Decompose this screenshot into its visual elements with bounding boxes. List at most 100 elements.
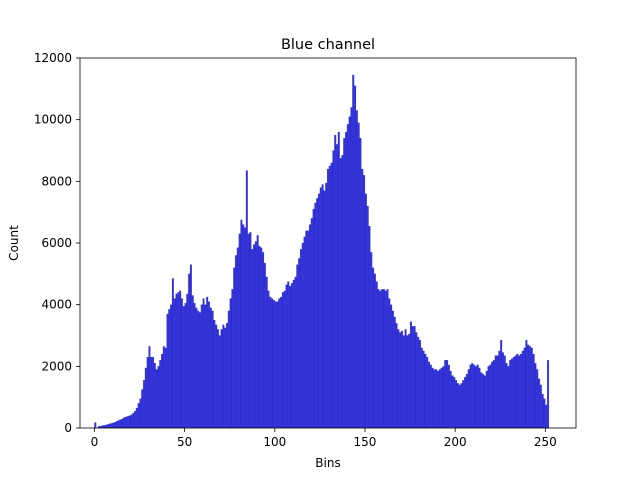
histogram-bar: [274, 301, 277, 429]
y-tick-label: 6000: [41, 236, 72, 250]
histogram-bar: [180, 298, 183, 429]
histogram-bar: [204, 304, 207, 429]
histogram-bar: [316, 198, 319, 429]
histogram-bar: [307, 230, 310, 429]
histogram-bar: [105, 424, 108, 429]
histogram-bar: [146, 356, 149, 429]
histogram-bar: [545, 404, 548, 429]
histogram-bar: [433, 369, 436, 429]
histogram-bar: [243, 227, 247, 429]
histogram-bar: [373, 273, 376, 429]
histogram-bar: [290, 282, 293, 429]
histogram-bar: [409, 321, 413, 429]
histogram-bar: [451, 375, 454, 429]
histogram-bar: [453, 376, 456, 429]
x-axis-ticks: 0 50 100 150 200 250: [91, 428, 557, 449]
histogram-bar: [317, 193, 321, 429]
x-tick-label: 50: [177, 435, 192, 449]
histogram-bar: [424, 353, 427, 429]
histogram-bar: [512, 356, 515, 429]
histogram-bar: [449, 370, 452, 429]
histogram-bar: [415, 332, 418, 429]
histogram-bar: [539, 384, 542, 429]
histogram-bar: [334, 134, 337, 429]
histogram-bar: [229, 298, 232, 429]
histogram-bar: [148, 346, 151, 429]
histogram-bar: [381, 289, 384, 429]
histogram-bar: [254, 241, 257, 429]
histogram-bar: [197, 310, 200, 429]
histogram-bar: [465, 373, 468, 429]
histogram-bar: [332, 150, 335, 429]
histogram-bar: [238, 233, 241, 429]
histogram-bar: [516, 353, 519, 429]
histogram-bar: [121, 418, 124, 429]
histogram-bar: [509, 360, 512, 429]
histogram-bar: [280, 296, 283, 429]
histogram-bar: [335, 144, 339, 429]
histogram-bar: [173, 298, 176, 429]
histogram-bar: [447, 364, 450, 429]
histogram-bar: [482, 373, 485, 429]
histogram-bar: [393, 316, 396, 429]
histogram-bar: [352, 74, 355, 429]
histogram-bar: [325, 182, 328, 429]
histogram-bar: [546, 360, 550, 429]
histogram-bar: [436, 370, 440, 429]
histogram-bar: [518, 355, 521, 429]
histogram-bar: [117, 420, 120, 429]
histogram-bar: [418, 339, 422, 429]
x-tick-label: 250: [534, 435, 557, 449]
histogram-bar: [234, 255, 238, 429]
histogram-bar: [404, 329, 407, 429]
histogram-bar: [348, 116, 351, 429]
histogram-bar: [319, 187, 322, 429]
histogram-bar: [536, 369, 539, 429]
x-axis-label: Bins: [315, 456, 340, 470]
histogram-bar: [308, 224, 312, 429]
histogram-bar: [231, 289, 234, 429]
histogram-bar: [487, 366, 490, 429]
histogram-bar: [189, 264, 192, 429]
histogram-bar: [186, 293, 189, 429]
chart-title: Blue channel: [281, 37, 375, 53]
histogram-bar: [215, 324, 218, 429]
histogram-bar: [476, 364, 479, 429]
histogram-bar: [364, 193, 367, 429]
histogram-bar: [155, 369, 158, 429]
histogram-bar: [440, 367, 443, 429]
histogram-bar: [114, 421, 117, 429]
histogram-bar: [359, 138, 362, 429]
histogram-bar: [222, 324, 225, 429]
histogram-bar: [417, 336, 420, 429]
histogram-bar: [368, 225, 371, 429]
y-tick-label: 0: [64, 421, 72, 435]
histogram-bar: [478, 367, 481, 429]
histogram-bar: [305, 230, 308, 429]
histogram-bar: [323, 190, 326, 429]
histogram-bar: [445, 360, 449, 429]
histogram-bar: [179, 290, 182, 429]
histogram-bar: [408, 333, 411, 429]
histogram-bar: [202, 298, 205, 429]
histogram-bar: [402, 335, 405, 429]
histogram-bar: [474, 366, 477, 429]
histogram-bar: [278, 298, 281, 429]
histogram-bar: [233, 267, 236, 429]
histogram-bar: [435, 369, 438, 429]
histogram-bar: [330, 162, 333, 429]
histogram-bar: [395, 323, 398, 429]
histogram-bar: [262, 252, 265, 429]
histogram-bar: [372, 267, 375, 429]
histogram-bar: [328, 165, 331, 429]
histogram-bar: [133, 410, 137, 429]
histogram-bar: [115, 421, 119, 429]
histogram-bar: [245, 170, 248, 429]
histogram-bar: [357, 122, 360, 429]
histogram-bar: [159, 360, 162, 429]
histogram-bar: [240, 219, 243, 429]
histogram-bar: [501, 352, 505, 429]
histogram-bar: [128, 415, 131, 429]
histogram-bar: [464, 376, 467, 429]
histogram-bar: [388, 298, 391, 429]
